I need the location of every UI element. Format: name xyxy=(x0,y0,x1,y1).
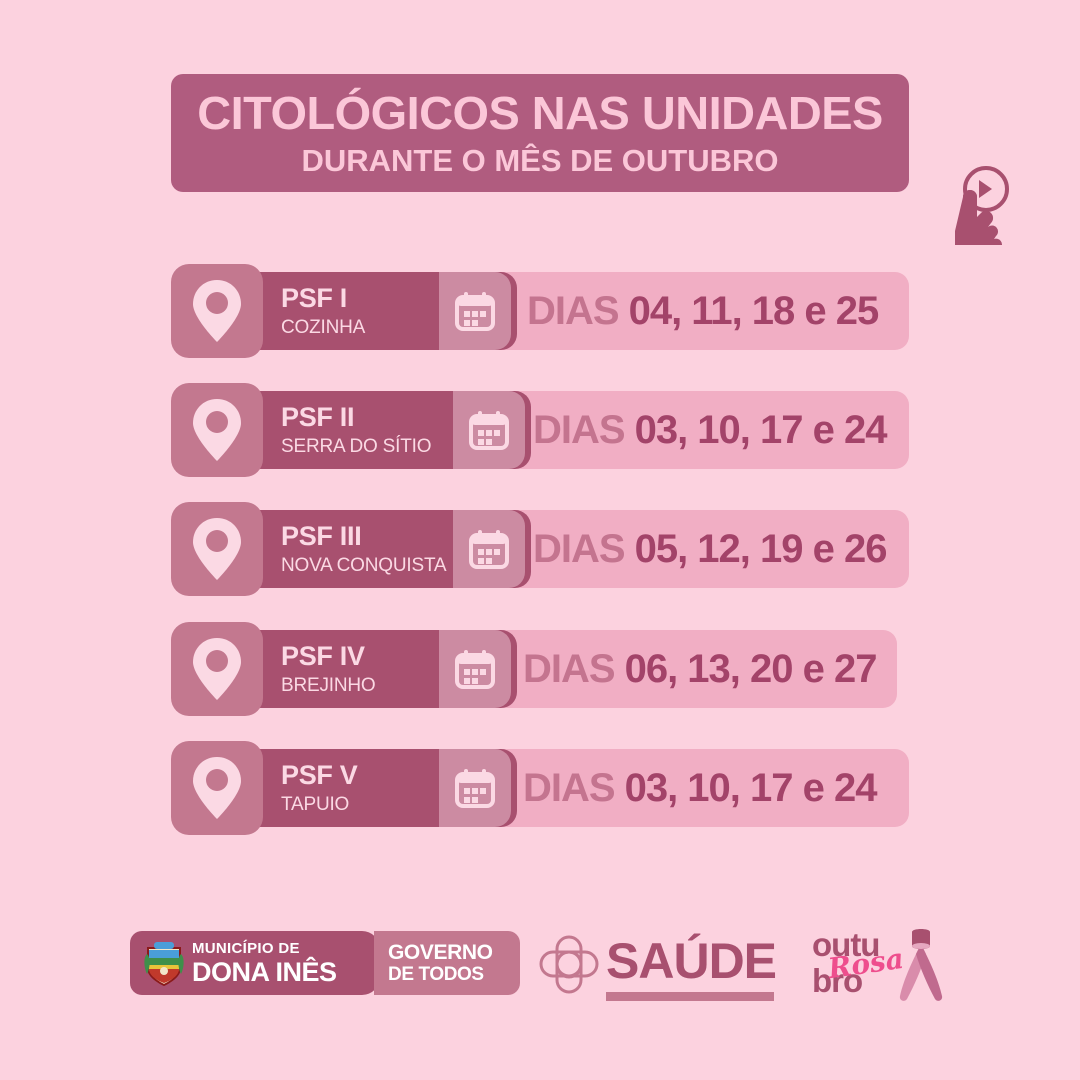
municipality-line1: MUNICÍPIO DE xyxy=(192,939,300,957)
days-text: DIAS 05, 12, 19 e 26 xyxy=(533,510,888,588)
coat-of-arms-icon xyxy=(144,942,184,987)
map-pin-icon xyxy=(193,638,241,700)
health-word: SAÚDE xyxy=(606,933,777,989)
table-row: PSF IV BREJINHO DIAS 06, 13, 20 e 27 xyxy=(171,622,897,716)
calendar-icon xyxy=(455,769,495,808)
days-numbers: 03, 10, 17 e 24 xyxy=(634,407,888,452)
unit-name: PSF IV xyxy=(281,641,365,671)
days-word: DIAS xyxy=(527,288,620,333)
days-text: DIAS 04, 11, 18 e 25 xyxy=(527,272,880,350)
unit-name: PSF I xyxy=(281,283,348,313)
days-text: DIAS 06, 13, 20 e 27 xyxy=(523,630,878,708)
pin-tile xyxy=(171,741,263,835)
campaign-logo: outu bro Rosa xyxy=(812,928,952,1004)
table-row: PSF III NOVA CONQUISTA DIAS 05, 12, 19 e… xyxy=(171,502,909,596)
calendar-panel xyxy=(439,630,511,708)
map-pin-icon xyxy=(193,518,241,580)
map-pin-icon xyxy=(193,280,241,342)
campaign-line2: bro xyxy=(812,962,863,999)
calendar-panel xyxy=(453,391,525,469)
days-numbers: 06, 13, 20 e 27 xyxy=(624,646,878,691)
map-pin-icon xyxy=(193,399,241,461)
government-logo: MUNICÍPIO DE DONA INÊS GOVERNO DE TODOS xyxy=(130,931,520,995)
unit-name: PSF III xyxy=(281,521,362,551)
days-numbers: 05, 12, 19 e 26 xyxy=(634,526,888,571)
page-subtitle: DURANTE O MÊS DE OUTUBRO xyxy=(301,143,779,178)
unit-place: NOVA CONQUISTA xyxy=(281,555,447,576)
campaign-line1: outu xyxy=(812,926,880,963)
government-line1: GOVERNO xyxy=(388,941,493,964)
unit-place: COZINHA xyxy=(281,317,366,338)
government-line2: DE TODOS xyxy=(388,964,484,985)
table-row: PSF II SERRA DO SÍTIO DIAS 03, 10, 17 e … xyxy=(171,383,909,477)
health-logo: SAÚDE xyxy=(538,930,778,1001)
pin-tile xyxy=(171,502,263,596)
pin-tile xyxy=(171,622,263,716)
calendar-icon xyxy=(455,292,495,331)
days-word: DIAS xyxy=(523,646,616,691)
calendar-panel xyxy=(439,272,511,350)
calendar-icon xyxy=(469,411,509,450)
days-numbers: 04, 11, 18 e 25 xyxy=(628,288,880,333)
health-underline xyxy=(606,992,774,1001)
table-row: PSF V TAPUIO DIAS 03, 10, 17 e 24 xyxy=(171,741,909,835)
calendar-panel xyxy=(453,510,525,588)
pin-tile xyxy=(171,383,263,477)
unit-name: PSF V xyxy=(281,760,358,790)
unit-place: SERRA DO SÍTIO xyxy=(281,436,432,457)
table-row: PSF I COZINHA DIAS 04, 11, 18 e 25 xyxy=(171,264,909,358)
health-cross-icon xyxy=(539,935,599,994)
awareness-ribbon-icon xyxy=(899,929,943,1001)
days-word: DIAS xyxy=(533,526,626,571)
municipality-block: MUNICÍPIO DE DONA INÊS xyxy=(130,931,380,995)
calendar-icon xyxy=(455,650,495,689)
municipality-line2: DONA INÊS xyxy=(192,956,337,987)
hand-swipe-right-icon[interactable] xyxy=(941,163,1013,265)
unit-name: PSF II xyxy=(281,402,355,432)
government-block: GOVERNO DE TODOS xyxy=(374,931,520,995)
pin-tile xyxy=(171,264,263,358)
days-word: DIAS xyxy=(523,765,616,810)
days-text: DIAS 03, 10, 17 e 24 xyxy=(523,749,878,827)
title-banner: CITOLÓGICOS NAS UNIDADES DURANTE O MÊS D… xyxy=(171,74,909,192)
calendar-icon xyxy=(469,530,509,569)
days-text: DIAS 03, 10, 17 e 24 xyxy=(533,391,888,469)
days-word: DIAS xyxy=(533,407,626,452)
unit-place: BREJINHO xyxy=(281,675,376,696)
map-pin-icon xyxy=(193,757,241,819)
page-title: CITOLÓGICOS NAS UNIDADES xyxy=(197,87,883,139)
days-numbers: 03, 10, 17 e 24 xyxy=(624,765,878,810)
unit-place: TAPUIO xyxy=(281,794,350,815)
calendar-panel xyxy=(439,749,511,827)
